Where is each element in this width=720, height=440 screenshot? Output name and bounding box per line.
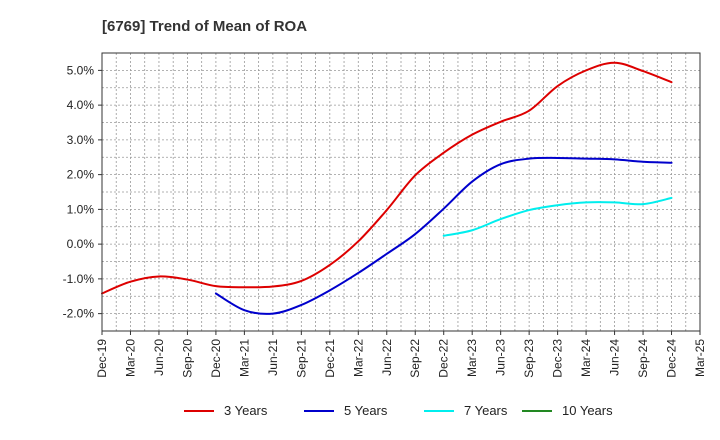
y-tick-label: -1.0% <box>63 272 95 286</box>
x-tick-label: Sep-22 <box>408 339 422 378</box>
x-tick-label: Mar-21 <box>237 339 251 377</box>
legend-label-5-years: 5 Years <box>344 403 388 418</box>
chart-title: [6769] Trend of Mean of ROA <box>102 18 307 35</box>
x-tick-label: Sep-20 <box>180 339 194 378</box>
x-tick-label: Jun-20 <box>152 339 166 376</box>
x-tick-label: Dec-23 <box>551 339 565 378</box>
x-axis-ticks: Dec-19 Mar-20 Jun-20 Sep-20 Dec-20 Mar-21 Jun-… <box>95 331 707 378</box>
legend-label-3-years: 3 Years <box>224 403 268 418</box>
y-tick-label: 1.0% <box>67 202 95 216</box>
x-tick-label: Mar-24 <box>579 339 593 377</box>
series-line-7-years <box>442 196 673 237</box>
x-tick-label: Jun-23 <box>494 339 508 376</box>
x-tick-label: Sep-21 <box>294 339 308 378</box>
x-tick-label: Sep-24 <box>636 339 650 378</box>
x-tick-label: Sep-23 <box>522 339 536 378</box>
x-tick-label: Dec-21 <box>323 339 337 378</box>
x-tick-label: Dec-22 <box>437 339 451 378</box>
legend: 3 Years 5 Years 7 Years 10 Years <box>184 403 613 418</box>
x-tick-label: Mar-22 <box>351 339 365 377</box>
x-tick-label: Dec-24 <box>665 339 679 378</box>
x-tick-label: Mar-20 <box>123 339 137 377</box>
x-tick-label: Mar-23 <box>465 339 479 377</box>
y-tick-label: 3.0% <box>67 133 95 147</box>
x-tick-label: Mar-25 <box>693 339 707 377</box>
series-line-3-years <box>101 61 673 295</box>
x-tick-label: Dec-19 <box>95 339 109 378</box>
y-tick-label: 0.0% <box>67 237 95 251</box>
x-tick-label: Jun-24 <box>608 339 622 376</box>
series-line-5-years <box>214 156 673 315</box>
y-tick-label: 5.0% <box>67 63 95 77</box>
y-tick-label: 2.0% <box>67 168 95 182</box>
x-tick-label: Jun-22 <box>380 339 394 376</box>
y-tick-label: 4.0% <box>67 98 95 112</box>
legend-label-7-years: 7 Years <box>464 403 508 418</box>
series-lines <box>101 61 673 315</box>
x-tick-label: Jun-21 <box>266 339 280 376</box>
plot-frame <box>101 52 701 332</box>
y-axis-ticks: 5.0% 4.0% 3.0% 2.0% 1.0% 0.0% -1.0% -2.0% <box>63 63 102 321</box>
y-tick-label: -2.0% <box>63 307 95 321</box>
legend-label-10-years: 10 Years <box>562 403 613 418</box>
x-tick-label: Dec-20 <box>209 339 223 378</box>
